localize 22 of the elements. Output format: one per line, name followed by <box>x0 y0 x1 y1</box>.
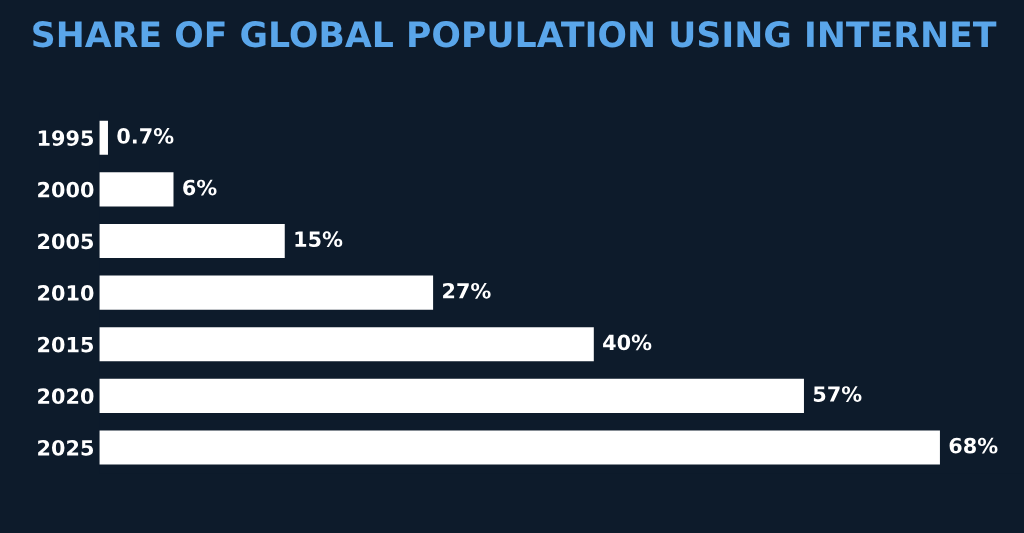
y-tick-label: 2010 <box>38 285 94 301</box>
bar <box>99 223 285 259</box>
y-tick-label: 2025 <box>38 439 94 456</box>
data-label: 6% <box>183 179 217 196</box>
bar <box>99 430 940 465</box>
data-label: 40% <box>603 334 652 351</box>
bar <box>99 275 434 310</box>
y-tick-label: 1995 <box>38 130 94 146</box>
y-tick-label: 2020 <box>38 388 94 405</box>
bar <box>99 378 804 413</box>
y-tick-label: 2000 <box>38 181 94 198</box>
data-label: 68% <box>949 437 998 454</box>
data-label: 27% <box>443 282 491 299</box>
bar <box>99 327 594 362</box>
data-label: 0.7% <box>117 128 174 144</box>
chart-title: SHARE OF GLOBAL POPULATION USING INTERNET <box>33 21 997 48</box>
data-label: 57% <box>813 386 862 402</box>
y-tick-label: 2005 <box>38 233 94 250</box>
bar <box>99 120 108 155</box>
bar <box>99 172 174 207</box>
y-tick-label: 2015 <box>38 336 94 353</box>
data-label: 15% <box>295 231 343 248</box>
